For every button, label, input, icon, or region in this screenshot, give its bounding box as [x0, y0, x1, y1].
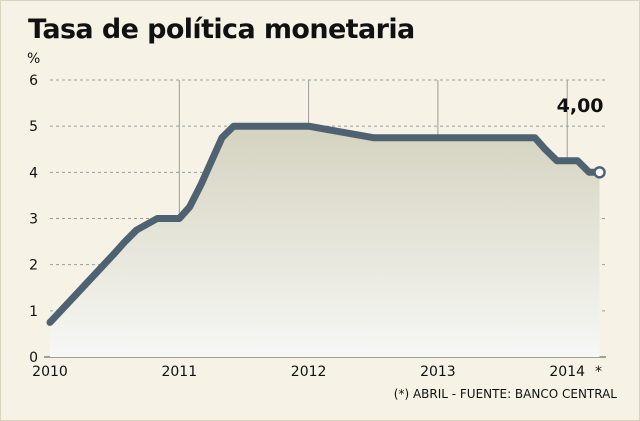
x-tick-label: 2012	[291, 364, 327, 380]
x-axis-ticks: 2010 2011 2012 2013 2014 *	[32, 364, 602, 380]
x-tick-label-asterisk: *	[595, 364, 602, 380]
source-note: (*) ABRIL - FUENTE: BANCO CENTRAL	[394, 387, 618, 401]
y-tick-label: 2	[29, 258, 38, 274]
series-line	[46, 122, 603, 326]
y-axis-ticks: 0 1 2 3 4 5 6	[29, 73, 38, 366]
y-tick-label: 4	[29, 165, 38, 181]
last-point-marker	[593, 166, 606, 179]
last-value-label: 4,00	[557, 95, 604, 117]
y-tick-label: 6	[29, 73, 38, 89]
x-tick-label: 2013	[420, 364, 456, 380]
y-tick-label: 5	[29, 119, 38, 135]
x-tick-label: 2011	[161, 364, 197, 380]
y-axis-label: %	[27, 51, 40, 67]
y-tick-label: 0	[29, 350, 38, 366]
chart-title: Tasa de política monetaria	[28, 14, 415, 45]
x-tick-label: 2014	[549, 364, 585, 380]
y-tick-label: 1	[29, 304, 38, 320]
y-tick-label: 3	[29, 212, 38, 228]
area-fill	[50, 126, 600, 357]
x-tick-label: 2010	[32, 364, 68, 380]
